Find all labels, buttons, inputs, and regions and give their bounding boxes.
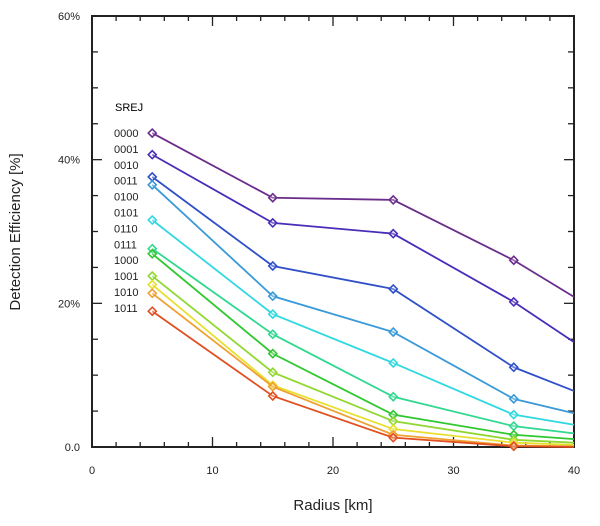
series-10	[147, 306, 575, 452]
x-tick-label: 40	[568, 465, 580, 477]
data-point-marker	[388, 432, 399, 443]
data-point-marker	[508, 441, 519, 452]
series-line	[151, 248, 575, 435]
data-point-marker	[267, 192, 278, 203]
y-axis-label: Detection Efficiency [%]	[7, 153, 24, 310]
plot-frame	[91, 15, 575, 448]
srej-label: 0111	[114, 239, 137, 251]
data-point-marker	[388, 283, 399, 295]
series-line	[151, 283, 575, 446]
data-point-marker	[388, 391, 399, 402]
srej-label: 1011	[114, 303, 138, 315]
series-2	[147, 171, 575, 392]
data-point-marker	[388, 194, 399, 206]
data-point-marker	[147, 127, 158, 139]
data-point-marker	[508, 255, 519, 266]
srej-label: 0100	[114, 192, 138, 204]
series-line	[151, 253, 575, 440]
data-point-marker	[267, 217, 278, 229]
srej-label: 1010	[114, 287, 138, 299]
srej-header: SREJ	[115, 102, 143, 114]
srej-label: 1001	[114, 271, 138, 283]
x-axis-label: Radius [km]	[293, 497, 372, 514]
srej-label: 0001	[114, 144, 138, 156]
data-point-marker	[388, 326, 399, 338]
data-point-marker	[147, 306, 158, 317]
series-line	[151, 219, 575, 426]
series-line	[151, 176, 575, 392]
y-tick-label: 60%	[58, 11, 80, 23]
srej-labels: SREJ 0000 0001 0010 0011 0100 0101 0110 0111 100…	[114, 102, 143, 315]
x-tick-label: 30	[447, 465, 459, 477]
data-point-marker	[508, 421, 519, 432]
x-tick-label: 10	[206, 465, 218, 477]
series-line	[151, 132, 575, 298]
data-point-marker	[508, 296, 519, 308]
data-point-marker	[267, 367, 278, 378]
series-line	[151, 310, 575, 448]
series-4	[147, 214, 575, 426]
data-point-marker	[267, 381, 278, 392]
series-line	[151, 153, 575, 343]
series-3	[147, 179, 575, 415]
srej-label: 0011	[114, 176, 138, 188]
data-point-marker	[508, 393, 519, 405]
data-point-marker	[147, 288, 158, 299]
data-point-marker	[388, 228, 399, 239]
y-tick-label: 40%	[58, 155, 80, 167]
srej-label: 0110	[114, 223, 138, 235]
x-tick-label: 0	[89, 465, 95, 477]
series-line	[151, 292, 575, 448]
y-tick-label: 20%	[58, 298, 80, 310]
data-point-marker	[147, 214, 158, 226]
x-tick-label: 20	[327, 465, 339, 477]
data-point-marker	[388, 357, 399, 369]
srej-label: 0010	[114, 160, 138, 172]
axes: 0 10 20 30 40 0.0 20% 40% 60%	[58, 11, 580, 477]
series-lines	[147, 127, 575, 452]
data-point-marker	[267, 348, 278, 359]
series-line	[151, 275, 575, 444]
data-point-marker	[267, 291, 278, 302]
data-point-marker	[147, 179, 158, 190]
series-1	[147, 149, 575, 343]
data-point-marker	[508, 362, 519, 373]
data-point-marker	[267, 308, 278, 320]
srej-label: 0000	[114, 128, 138, 140]
series-line	[151, 184, 575, 415]
data-point-marker	[147, 149, 158, 160]
series-7	[147, 270, 575, 445]
y-tick-label: 0.0	[65, 442, 80, 454]
series-0	[147, 127, 575, 298]
data-point-marker	[508, 409, 519, 420]
data-point-marker	[388, 409, 399, 420]
srej-label: 1000	[114, 255, 138, 267]
srej-label: 0101	[114, 208, 138, 220]
data-point-marker	[267, 390, 278, 402]
data-point-marker	[267, 329, 278, 340]
data-point-marker	[147, 248, 158, 259]
series-6	[147, 248, 575, 440]
data-point-marker	[267, 260, 278, 272]
